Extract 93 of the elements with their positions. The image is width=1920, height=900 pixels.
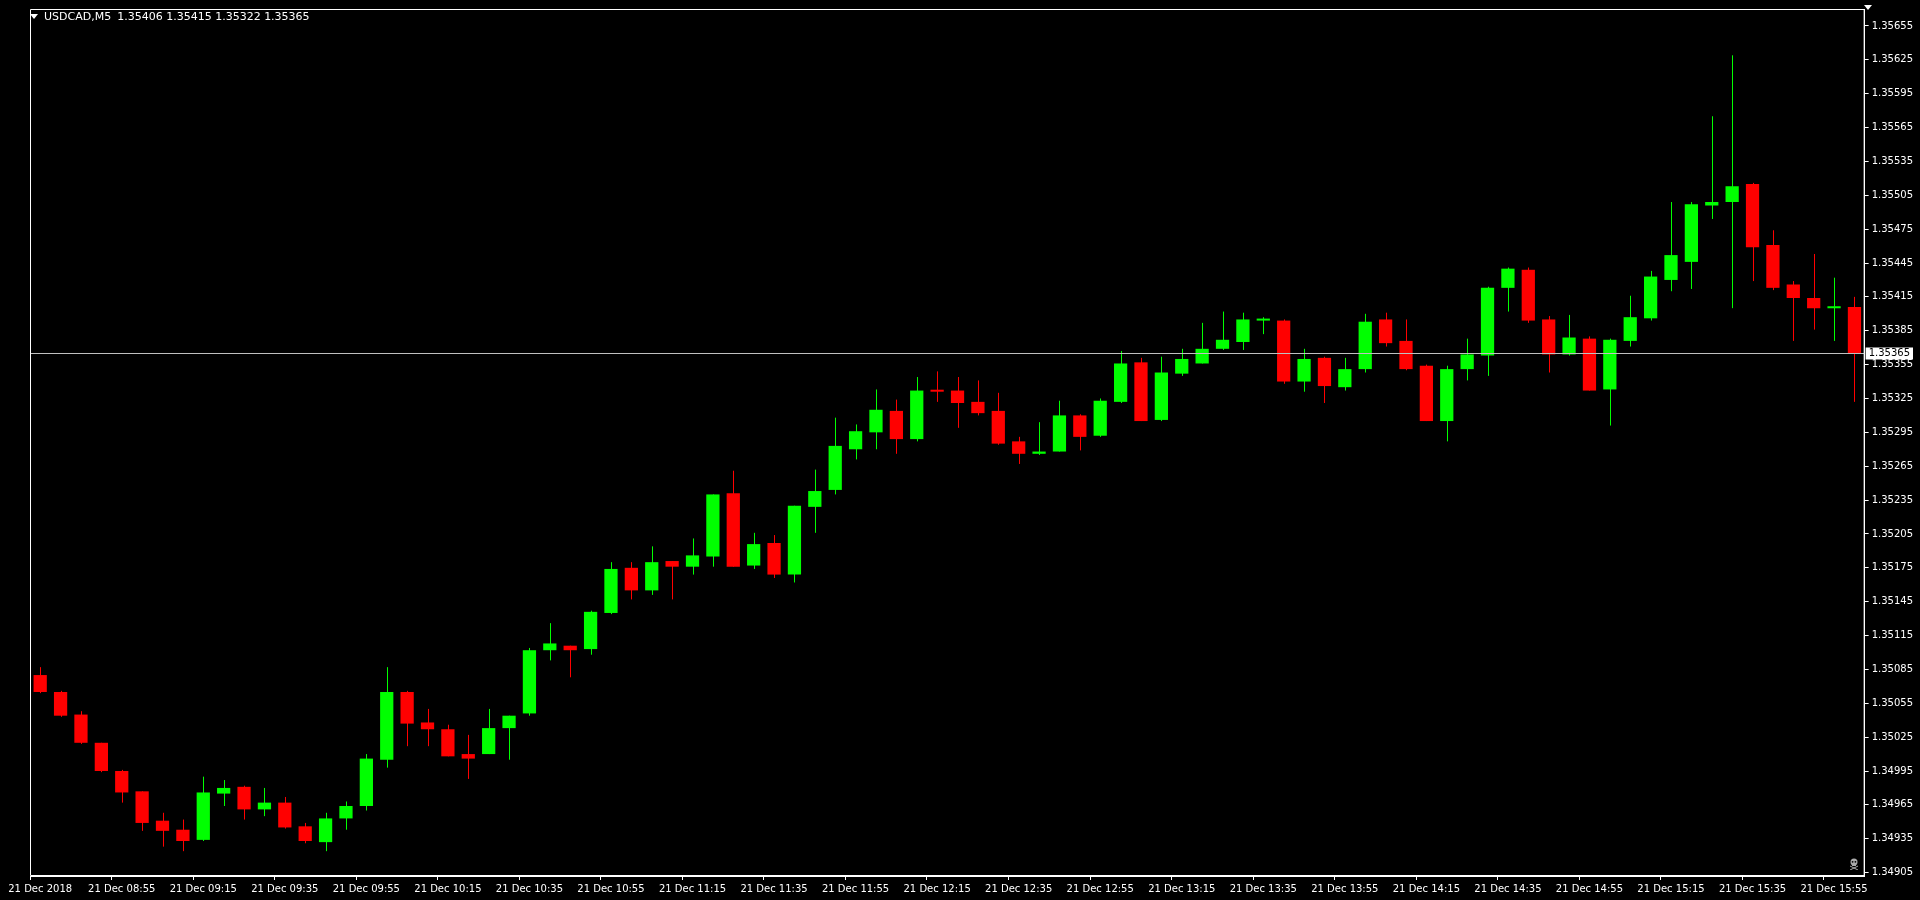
y-tick-label: 1.35565 [1871,121,1914,133]
y-tick-label: 1.35385 [1871,324,1914,336]
candlestick [1378,312,1393,348]
candlestick [1012,436,1026,465]
x-tick-label: 21 Dec 10:15 [414,882,482,894]
candlestick [1460,338,1474,381]
candlestick [1786,280,1800,342]
candlestick [1073,413,1087,451]
candlestick [1236,312,1250,351]
y-tick-label: 1.35505 [1871,188,1914,200]
candlestick [848,423,863,460]
y-tick-label: 1.35205 [1871,527,1914,539]
candlestick [298,822,312,844]
candlestick [971,379,985,416]
x-tick-label: 21 Dec 12:55 [1066,882,1134,894]
x-tick-label: 21 Dec 13:35 [1229,882,1297,894]
x-tick-label: 21 Dec 09:55 [332,882,400,894]
y-tick-label: 1.34965 [1871,798,1914,810]
candlestick [339,800,353,831]
x-tick-label: 21 Dec 14:35 [1474,882,1542,894]
y-tick-label: 1.34995 [1871,764,1914,776]
candlestick [115,769,129,804]
x-tick-label: 21 Dec 14:55 [1555,882,1624,894]
candlestick [1501,267,1515,313]
candlestick [930,370,944,403]
chart-title: USDCAD,M5 [44,10,112,23]
x-tick-label: 21 Dec 15:15 [1637,882,1705,894]
x-tick-label: 21 Dec 10:35 [495,882,564,894]
x-tick-label: 21 Dec 10:55 [577,882,645,894]
x-tick-label: 21 Dec 11:55 [821,882,890,894]
candlestick [685,537,700,576]
x-tick-label: 21 Dec 09:35 [251,882,319,894]
chart-subtitle: 1.35406 1.35415 1.35322 1.35365 [117,10,310,23]
y-tick-label: 1.34935 [1871,832,1914,844]
y-tick-label: 1.35055 [1871,696,1914,708]
candlestick [155,812,170,848]
y-tick-label: 1.34905 [1871,866,1914,878]
x-tick-label: 21 Dec 15:55 [1800,882,1868,894]
candlestick [1623,295,1637,348]
x-tick-label: 21 Dec 15:35 [1718,882,1787,894]
x-tick-label: 21 Dec 12:35 [985,882,1053,894]
y-tick-label: 1.35475 [1871,222,1914,234]
candlestick [33,666,47,694]
y-tick-label: 1.35025 [1871,730,1914,742]
x-tick-label: 21 Dec 12:15 [903,882,971,894]
y-tick-label: 1.35655 [1871,19,1914,31]
y-tick-label: 1.35355 [1871,358,1914,370]
candlestick [237,785,251,821]
candlestick [53,690,68,718]
y-tick-label: 1.35415 [1871,290,1914,302]
candlestick [1297,348,1311,393]
candlestick [1215,311,1230,351]
y-tick-label: 1.35535 [1871,155,1914,166]
y-tick-label: 1.35325 [1871,392,1914,404]
x-tick-label: 21 Dec 14:15 [1392,882,1460,894]
x-tick-label: 21 Dec 08:55 [88,882,156,894]
candlestick [502,715,516,761]
candlestick [1338,357,1352,392]
candlestick [665,560,679,600]
candlestick [1725,54,1739,309]
x-tick-label: 21 Dec 09:15 [169,882,237,894]
y-tick-label: 1.35115 [1871,629,1914,641]
candlestick [869,388,883,450]
candlestick [1807,253,1821,331]
candlestick [1175,348,1189,377]
candlestick [176,819,190,852]
candlestick [318,812,333,852]
candlestick [747,532,761,570]
candlestick [1032,421,1046,456]
y-tick-label: 1.35295 [1871,425,1914,437]
x-tick-label: 21 Dec 13:55 [1311,882,1379,894]
y-tick-label: 1.35235 [1871,493,1914,505]
ref-line-label: 1.35365 [1868,347,1911,359]
y-tick-label: 1.35085 [1871,663,1914,674]
x-tick-label: 21 Dec 11:35 [740,882,808,894]
candlestick [950,376,965,429]
candlestick [217,779,231,807]
y-tick-label: 1.35145 [1871,595,1914,607]
x-tick-label: 21 Dec 11:15 [658,882,727,894]
candlestick [1562,314,1576,357]
y-tick-label: 1.35265 [1871,459,1914,471]
candlestick [808,469,822,534]
candlestick [461,734,475,780]
y-tick-label: 1.35595 [1871,87,1914,99]
y-tick-label: 1.35625 [1871,53,1914,65]
y-tick-label: 1.35445 [1871,256,1914,268]
y-tick-label: 1.35175 [1871,561,1914,573]
candlestick [420,708,435,747]
candlestick [1827,277,1841,342]
candlestick [624,561,638,600]
x-tick-label: 21 Dec 13:15 [1148,882,1216,894]
candlestick [543,622,557,661]
x-tick-label: 21 Dec 2018 [8,882,73,894]
